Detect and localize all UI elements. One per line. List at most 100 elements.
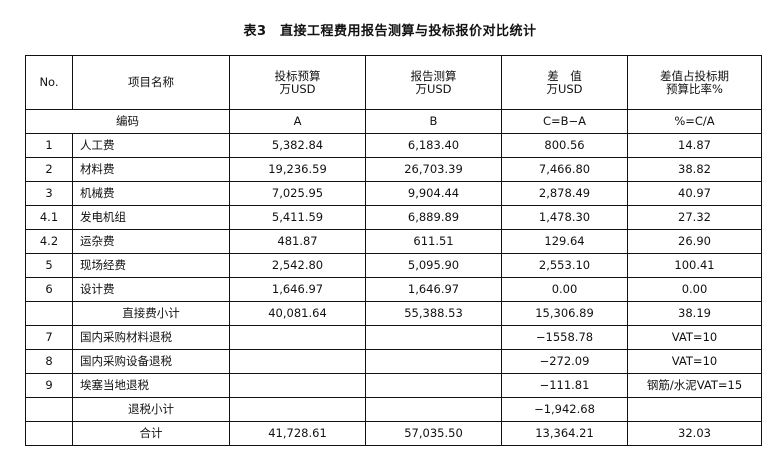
cell-b: 26,703.39	[365, 157, 502, 182]
cell-c: 0.00	[501, 277, 628, 302]
table-title: 表3 直接工程费用报告测算与投标报价对比统计	[243, 24, 537, 39]
header-c-line2: 万USD	[546, 81, 583, 96]
header-row: No. 项目名称 投标预算 万USD 报告测算 万USD 差 值万USD 差值占投标…	[25, 55, 762, 110]
cell-name: 国内采购材料退税	[72, 325, 230, 350]
cell-name: 材料费	[72, 157, 230, 182]
cell-c: 2,553.10	[501, 253, 628, 278]
cell-a: 2,542.80	[229, 253, 366, 278]
cell-b: 5,095.90	[365, 253, 502, 278]
header-name: 项目名称	[72, 55, 230, 110]
cell-d: 38.82	[627, 157, 762, 182]
cell-no: 4.1	[25, 205, 73, 230]
cell-a: 5,382.84	[229, 133, 366, 158]
cell-name: 埃塞当地退税	[72, 373, 230, 398]
cell-a: 481.87	[229, 229, 366, 254]
cell-b: 57,035.50	[365, 421, 502, 446]
cell-c: −1,942.68	[501, 397, 628, 422]
cell-c: 13,364.21	[501, 421, 628, 446]
cell-b: 611.51	[365, 229, 502, 254]
table-row: 2 材料费 19,236.59 26,703.39 7,466.80 38.82	[25, 157, 762, 182]
cell-c: −272.09	[501, 349, 628, 374]
cell-name: 运杂费	[72, 229, 230, 254]
cell-no: 5	[25, 253, 73, 278]
cell-d: 38.19	[627, 301, 762, 326]
cell-a	[229, 349, 366, 374]
cell-b: 6,889.89	[365, 205, 502, 230]
header-d: 差值占投标期 预算比率%	[627, 55, 762, 110]
table-row: 4.2 运杂费 481.87 611.51 129.64 26.90	[25, 229, 762, 254]
cell-d: 40.97	[627, 181, 762, 206]
cell-d: 32.03	[627, 421, 762, 446]
subtotal-row: 直接费小计 40,081.64 55,388.53 15,306.89 38.19	[25, 301, 762, 326]
code-row: 编码 A B C=B−A %=C/A	[25, 109, 762, 134]
cost-comparison-table: No. 项目名称 投标预算 万USD 报告测算 万USD 差 值万USD 差值占投标…	[25, 55, 762, 446]
cell-no	[25, 397, 73, 422]
header-c-line1: 差 值	[547, 68, 582, 83]
code-d: %=C/A	[627, 109, 762, 134]
cell-d	[627, 397, 762, 422]
cell-c: 800.56	[501, 133, 628, 158]
cell-no	[25, 301, 73, 326]
cell-b	[365, 325, 502, 350]
code-a: A	[229, 109, 366, 134]
cell-b	[365, 349, 502, 374]
cell-d: 钢筋/水泥VAT=15	[627, 373, 762, 398]
cell-no: 9	[25, 373, 73, 398]
cell-a: 5,411.59	[229, 205, 366, 230]
cell-b	[365, 397, 502, 422]
cell-a	[229, 397, 366, 422]
cell-name: 退税小计	[72, 397, 230, 422]
cell-c: 129.64	[501, 229, 628, 254]
cell-name: 合计	[72, 421, 230, 446]
table-row: 1 人工费 5,382.84 6,183.40 800.56 14.87	[25, 133, 762, 158]
cell-no: 6	[25, 277, 73, 302]
cell-d: 100.41	[627, 253, 762, 278]
cell-c: −1558.78	[501, 325, 628, 350]
cell-b	[365, 373, 502, 398]
header-a: 投标预算 万USD	[229, 55, 366, 110]
cell-name: 现场经费	[72, 253, 230, 278]
header-d-line2: 预算比率%	[666, 81, 723, 96]
table-row: 8 国内采购设备退税 −272.09 VAT=10	[25, 349, 762, 374]
cell-d: VAT=10	[627, 349, 762, 374]
subtotal-row: 退税小计 −1,942.68	[25, 397, 762, 422]
cell-c: 15,306.89	[501, 301, 628, 326]
cell-no: 8	[25, 349, 73, 374]
header-a-line2: 万USD	[279, 81, 316, 96]
cell-no	[25, 421, 73, 446]
cell-a	[229, 325, 366, 350]
table-row: 4.1 发电机组 5,411.59 6,889.89 1,478.30 27.32	[25, 205, 762, 230]
table-row: 5 现场经费 2,542.80 5,095.90 2,553.10 100.41	[25, 253, 762, 278]
code-c: C=B−A	[501, 109, 628, 134]
cell-a: 1,646.97	[229, 277, 366, 302]
code-b: B	[365, 109, 502, 134]
cell-b: 9,904.44	[365, 181, 502, 206]
cell-b: 1,646.97	[365, 277, 502, 302]
header-b-line2: 万USD	[415, 81, 452, 96]
cell-name: 国内采购设备退税	[72, 349, 230, 374]
cell-name: 直接费小计	[72, 301, 230, 326]
table-row: 3 机械费 7,025.95 9,904.44 2,878.49 40.97	[25, 181, 762, 206]
cell-no: 7	[25, 325, 73, 350]
header-b-line1: 报告测算	[410, 68, 457, 83]
cell-b: 6,183.40	[365, 133, 502, 158]
cell-no: 4.2	[25, 229, 73, 254]
cell-name: 发电机组	[72, 205, 230, 230]
table-row: 9 埃塞当地退税 −111.81 钢筋/水泥VAT=15	[25, 373, 762, 398]
cell-a: 40,081.64	[229, 301, 366, 326]
cell-name: 设计费	[72, 277, 230, 302]
cell-no: 1	[25, 133, 73, 158]
table-row: 6 设计费 1,646.97 1,646.97 0.00 0.00	[25, 277, 762, 302]
cell-a: 7,025.95	[229, 181, 366, 206]
cell-d: VAT=10	[627, 325, 762, 350]
cell-c: −111.81	[501, 373, 628, 398]
cell-c: 7,466.80	[501, 157, 628, 182]
cell-no: 2	[25, 157, 73, 182]
table-row: 7 国内采购材料退税 −1558.78 VAT=10	[25, 325, 762, 350]
header-no: No.	[25, 55, 73, 110]
cell-a	[229, 373, 366, 398]
subtotal-row: 合计 41,728.61 57,035.50 13,364.21 32.03	[25, 421, 762, 446]
cell-name: 人工费	[72, 133, 230, 158]
cell-a: 19,236.59	[229, 157, 366, 182]
cell-d: 26.90	[627, 229, 762, 254]
